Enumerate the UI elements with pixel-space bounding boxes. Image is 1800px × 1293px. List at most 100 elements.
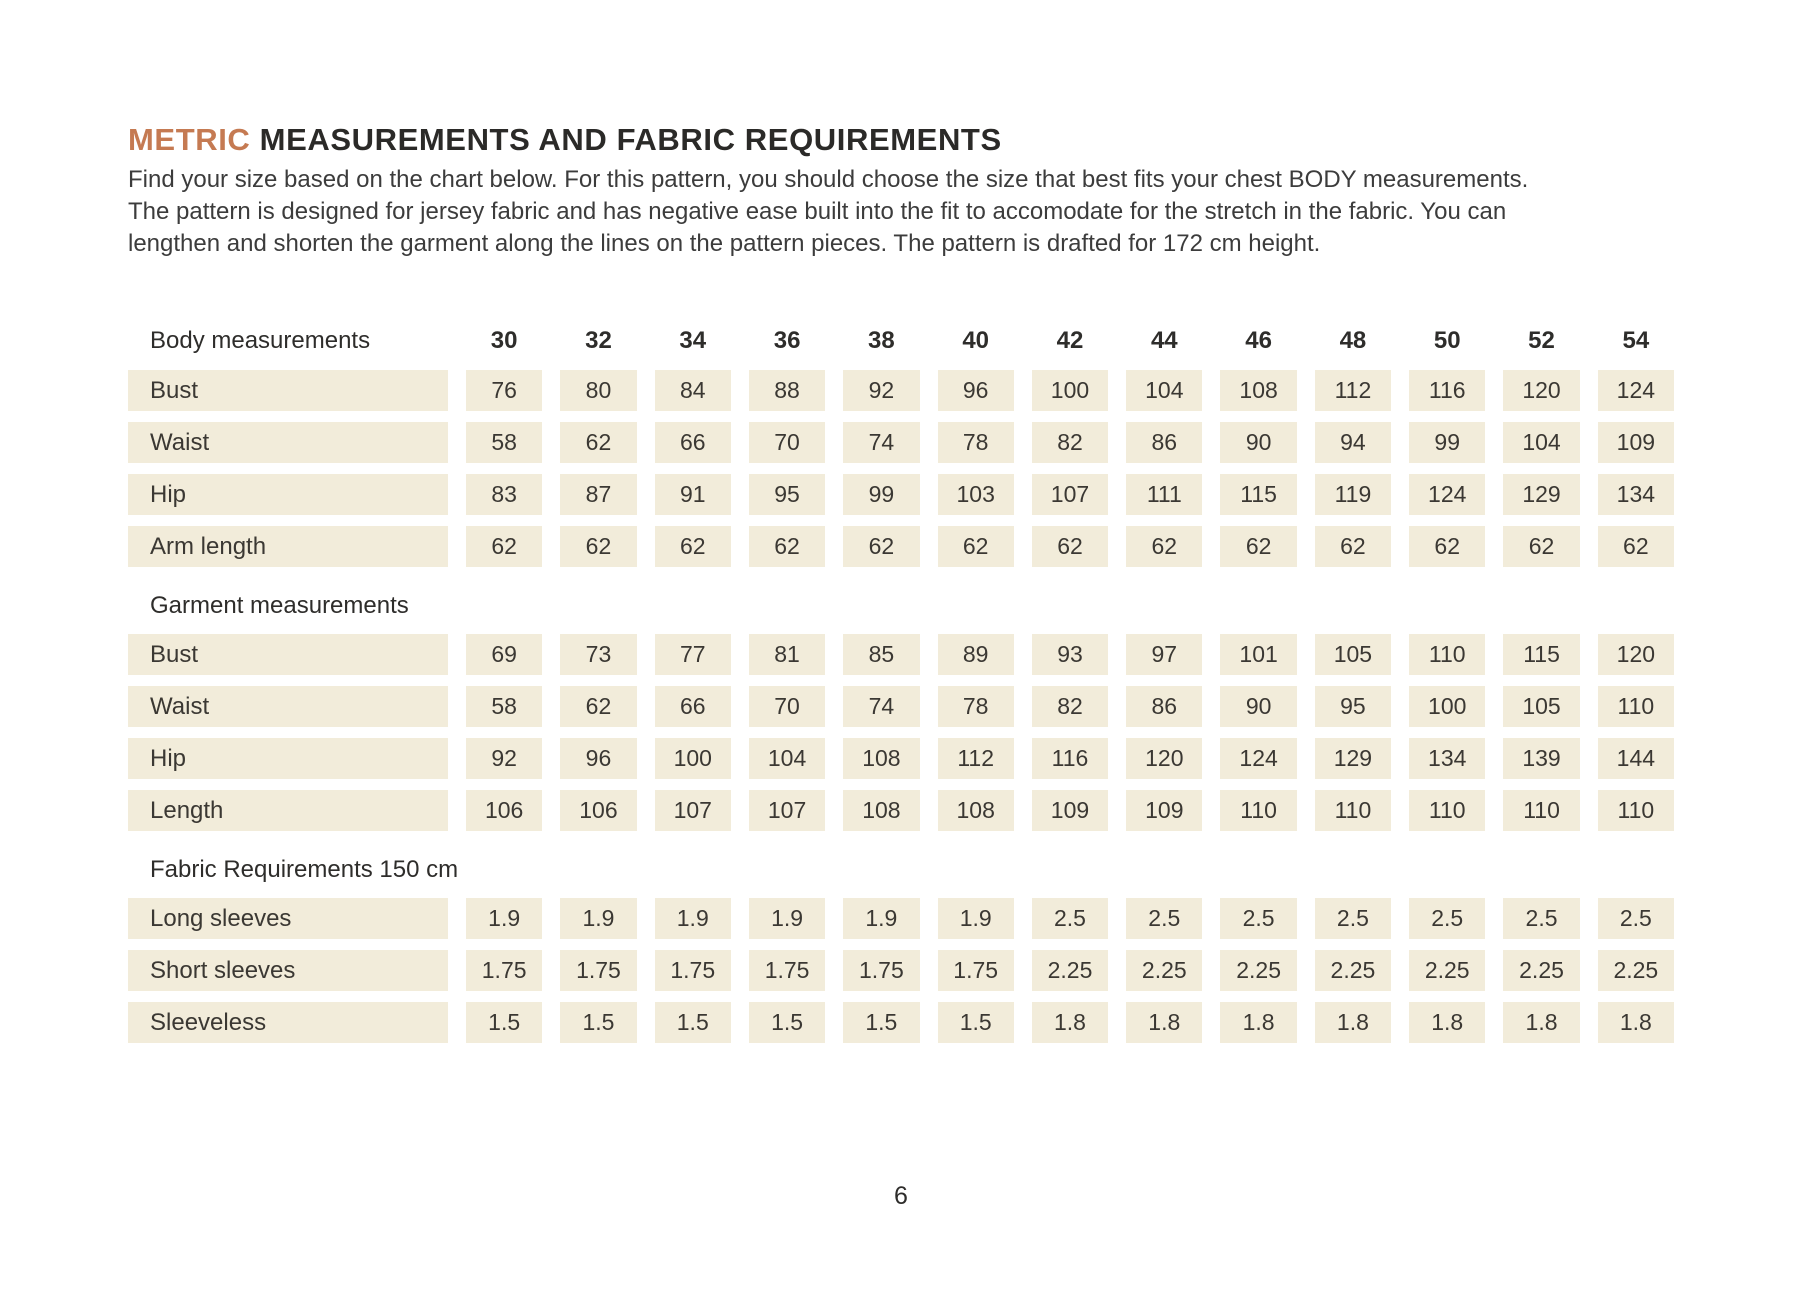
table-row: Long sleeves 1.9 1.9 1.9 1.9 1.9 1.9 2.5 2.5 2.5 2… — [128, 898, 1674, 939]
table-cell: 100 — [1031, 370, 1109, 411]
table-cell: 78 — [937, 686, 1014, 727]
table-cell: 82 — [1031, 686, 1109, 727]
table-row: Waist 58 62 66 70 74 78 82 86 90 95 100 105 110 — [128, 686, 1674, 727]
table-cell: 107 — [1031, 474, 1109, 515]
table-cell: 62 — [1126, 526, 1203, 567]
table-row: Bust 76 80 84 88 92 96 100 104 108 112 116 120 124 — [128, 370, 1674, 411]
section-header: Garment measurements — [150, 592, 409, 619]
table-cell: 91 — [654, 474, 731, 515]
table-cell: 110 — [1597, 790, 1674, 831]
table-cell: 1.8 — [1597, 1002, 1674, 1043]
table-cell: 108 — [1220, 370, 1297, 411]
row-label: Length — [128, 790, 448, 831]
table-cell: 58 — [466, 686, 543, 727]
title-highlight: METRIC — [128, 122, 251, 157]
table-cell: 95 — [1314, 686, 1392, 727]
table-cell: 109 — [1597, 422, 1674, 463]
table-cell: 111 — [1126, 474, 1203, 515]
table-cell: 1.9 — [937, 898, 1014, 939]
page-title: METRIC MEASUREMENTS AND FABRIC REQUIREME… — [128, 122, 1002, 158]
table-cell: 104 — [1503, 422, 1580, 463]
table-cell: 110 — [1409, 634, 1486, 675]
size-column-header: 30 — [490, 327, 518, 354]
row-label: Short sleeves — [128, 950, 448, 991]
table-cell: 62 — [466, 526, 543, 567]
table-row: Bust 69 73 77 81 85 89 93 97 101 105 110 115 120 — [128, 634, 1674, 675]
table-row: Hip 92 96 100 104 108 112 116 120 124 129 134 139 144 — [128, 738, 1674, 779]
table-cell: 108 — [937, 790, 1014, 831]
table-cell: 129 — [1314, 738, 1392, 779]
table-cell: 120 — [1126, 738, 1203, 779]
row-label: Long sleeves — [128, 898, 448, 939]
table-cell: 94 — [1314, 422, 1392, 463]
table-cell: 96 — [560, 738, 637, 779]
table-cell: 2.5 — [1220, 898, 1297, 939]
table-cell: 116 — [1409, 370, 1486, 411]
table-cell: 2.5 — [1409, 898, 1486, 939]
table-cell: 115 — [1220, 474, 1297, 515]
table-cell: 110 — [1220, 790, 1297, 831]
table-cell: 62 — [1031, 526, 1109, 567]
table-cell: 110 — [1314, 790, 1392, 831]
table-cell: 62 — [560, 422, 637, 463]
table-cell: 99 — [1409, 422, 1486, 463]
table-cell: 134 — [1597, 474, 1674, 515]
table-cell: 106 — [466, 790, 543, 831]
table-cell: 74 — [843, 686, 920, 727]
intro-paragraph: Find your size based on the chart below.… — [128, 166, 1529, 257]
size-column-header: 54 — [1622, 327, 1650, 354]
table-cell: 58 — [466, 422, 543, 463]
table-cell: 1.5 — [466, 1002, 543, 1043]
table-cell: 1.9 — [843, 898, 920, 939]
table-cell: 1.9 — [560, 898, 637, 939]
table-cell: 70 — [748, 422, 826, 463]
table-cell: 1.75 — [748, 950, 826, 991]
table-cell: 2.25 — [1409, 950, 1486, 991]
table-cell: 1.8 — [1031, 1002, 1109, 1043]
table-cell: 62 — [1503, 526, 1580, 567]
table-cell: 62 — [843, 526, 920, 567]
table-cell: 105 — [1314, 634, 1392, 675]
table-cell: 124 — [1220, 738, 1297, 779]
table-cell: 66 — [654, 422, 731, 463]
size-column-header: 52 — [1528, 327, 1555, 354]
table-cell: 110 — [1503, 790, 1580, 831]
table-cell: 1.8 — [1220, 1002, 1297, 1043]
table-cell: 1.5 — [654, 1002, 731, 1043]
row-label: Bust — [128, 370, 448, 411]
table-cell: 1.75 — [560, 950, 637, 991]
table-cell: 1.9 — [748, 898, 826, 939]
table-cell: 62 — [1220, 526, 1297, 567]
table-cell: 2.5 — [1503, 898, 1580, 939]
page-number: 6 — [894, 1182, 908, 1210]
table-cell: 107 — [654, 790, 731, 831]
table-cell: 95 — [748, 474, 826, 515]
table-cell: 77 — [654, 634, 731, 675]
table-cell: 62 — [560, 526, 637, 567]
table-cell: 101 — [1220, 634, 1297, 675]
table-cell: 2.5 — [1597, 898, 1674, 939]
table-cell: 1.8 — [1409, 1002, 1486, 1043]
table-cell: 108 — [843, 738, 920, 779]
table-row: Short sleeves 1.75 1.75 1.75 1.75 1.75 1.75 2.2… — [128, 950, 1674, 991]
table-cell: 96 — [937, 370, 1014, 411]
table-cell: 110 — [1597, 686, 1674, 727]
row-label: Hip — [128, 474, 448, 515]
table-cell: 62 — [1597, 526, 1674, 567]
table-cell: 105 — [1503, 686, 1580, 727]
table-cell: 69 — [466, 634, 543, 675]
table-cell: 82 — [1031, 422, 1109, 463]
size-column-header: 38 — [868, 327, 895, 354]
table-cell: 2.5 — [1314, 898, 1392, 939]
table-cell: 1.8 — [1314, 1002, 1392, 1043]
table-cell: 99 — [843, 474, 920, 515]
table-cell: 66 — [654, 686, 731, 727]
table-cell: 62 — [1314, 526, 1392, 567]
table-cell: 2.25 — [1220, 950, 1297, 991]
table-cell: 110 — [1409, 790, 1486, 831]
table-cell: 108 — [843, 790, 920, 831]
table-cell: 144 — [1597, 738, 1674, 779]
size-column-header: 50 — [1433, 327, 1461, 354]
row-label: Waist — [128, 422, 448, 463]
